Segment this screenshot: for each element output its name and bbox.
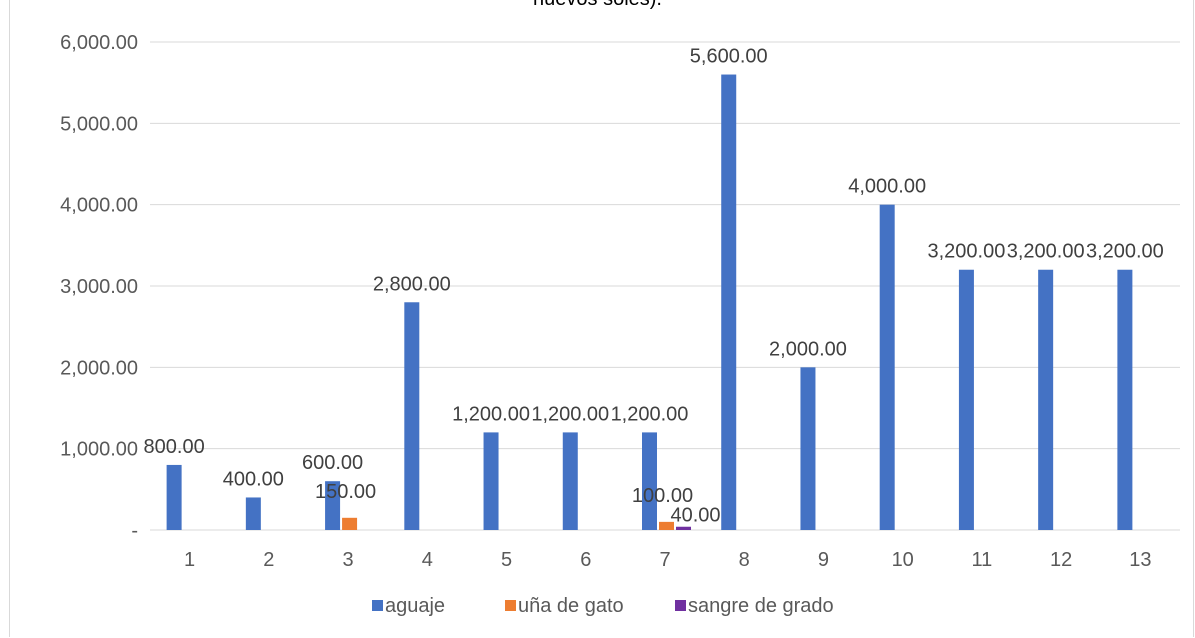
x-tick-label: 5 xyxy=(501,549,512,571)
bar-aguaje xyxy=(721,74,737,531)
chart-title: nuevos soles). xyxy=(0,0,1195,11)
legend-label: sangre de grado xyxy=(688,595,834,617)
bar-aguaje xyxy=(562,432,578,530)
y-tick-label: 3,000.00 xyxy=(60,276,138,298)
bar-aguaje xyxy=(1117,269,1133,530)
x-tick-label: 12 xyxy=(1050,549,1072,571)
x-tick-label: 3 xyxy=(343,549,354,571)
y-tick-label: 1,000.00 xyxy=(60,439,138,461)
chart-frame xyxy=(9,0,1194,637)
data-label: 800.00 xyxy=(144,436,205,458)
data-label: 4,000.00 xyxy=(848,176,926,198)
data-label: 40.00 xyxy=(670,505,720,527)
x-tick-label: 2 xyxy=(263,549,274,571)
data-label: 400.00 xyxy=(223,468,284,490)
bar-uña-de-gato xyxy=(342,517,358,530)
bar-aguaje xyxy=(1038,269,1054,530)
bar-aguaje xyxy=(483,432,499,530)
legend-swatch xyxy=(372,600,383,611)
x-tick-label: 9 xyxy=(818,549,829,571)
y-tick-label: 4,000.00 xyxy=(60,195,138,217)
y-tick-label: 2,000.00 xyxy=(60,357,138,379)
x-tick-label: 10 xyxy=(892,549,914,571)
data-label: 3,200.00 xyxy=(927,241,1005,263)
bar-aguaje xyxy=(800,367,816,530)
data-label: 1,200.00 xyxy=(452,403,530,425)
data-label: 3,200.00 xyxy=(1086,241,1164,263)
data-label: 2,000.00 xyxy=(769,338,847,360)
data-label: 3,200.00 xyxy=(1007,241,1085,263)
data-label: 1,200.00 xyxy=(611,403,689,425)
bar-aguaje xyxy=(642,432,657,530)
bar-aguaje xyxy=(404,302,420,530)
data-label: 1,200.00 xyxy=(531,403,609,425)
legend-swatch xyxy=(675,600,686,611)
x-tick-label: 13 xyxy=(1129,549,1151,571)
bar-sangre-de-grado xyxy=(676,526,691,530)
bar-aguaje xyxy=(245,497,261,530)
y-tick-label: 5,000.00 xyxy=(60,113,138,135)
data-label: 150.00 xyxy=(315,481,376,503)
bar-uña-de-gato xyxy=(659,521,674,530)
legend-label: aguaje xyxy=(385,595,445,617)
data-label: 100.00 xyxy=(632,485,693,507)
y-tick-label: - xyxy=(131,520,138,542)
legend-label: uña de gato xyxy=(518,595,624,617)
data-label: 5,600.00 xyxy=(690,46,768,68)
x-tick-label: 1 xyxy=(184,549,195,571)
legend-swatch xyxy=(505,600,516,611)
x-tick-label: 11 xyxy=(972,549,993,571)
bar-aguaje xyxy=(958,269,974,530)
data-label: 600.00 xyxy=(302,452,363,474)
bar-aguaje xyxy=(879,204,895,530)
x-tick-label: 7 xyxy=(659,549,670,571)
y-tick-label: 6,000.00 xyxy=(60,32,138,54)
x-tick-label: 8 xyxy=(739,549,750,571)
bar-aguaje xyxy=(166,464,182,530)
x-tick-label: 4 xyxy=(422,549,433,571)
x-tick-label: 6 xyxy=(580,549,591,571)
bar-aguaje xyxy=(325,481,341,530)
data-label: 2,800.00 xyxy=(373,273,451,295)
